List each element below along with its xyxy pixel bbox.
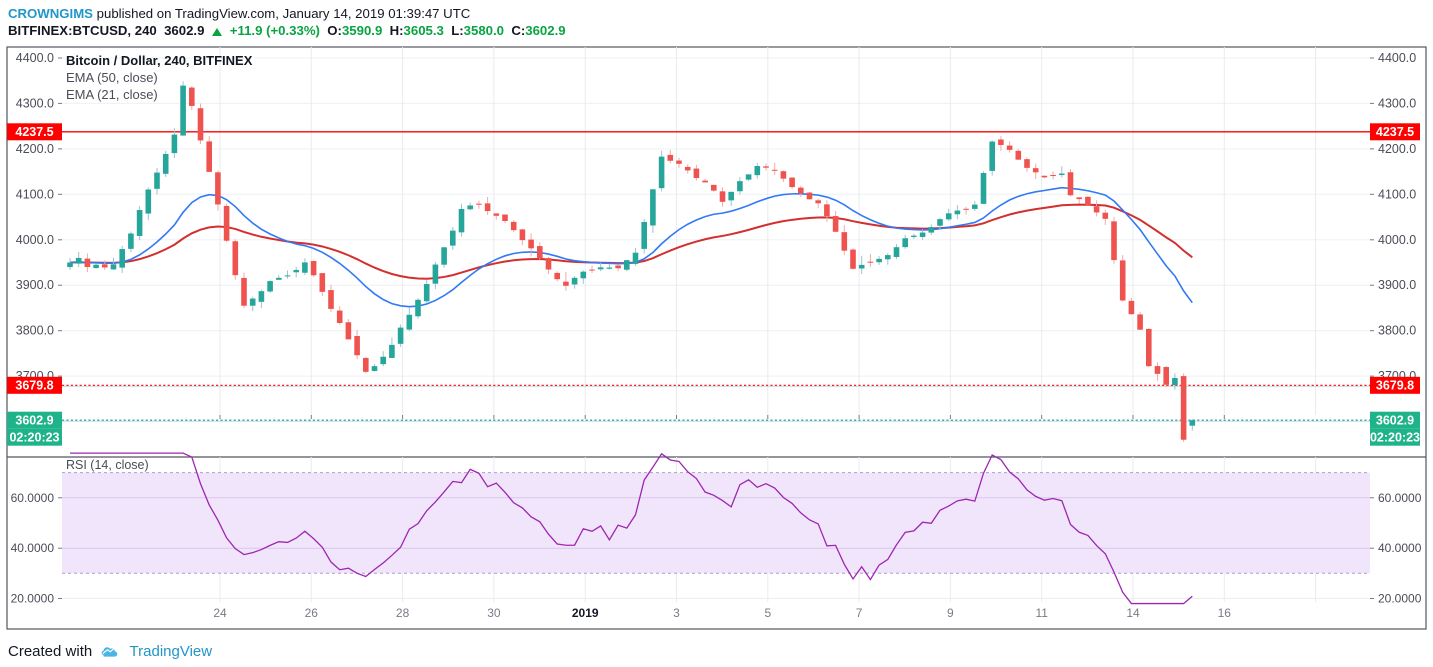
svg-text:3602.9: 3602.9 xyxy=(15,414,53,428)
svg-text:3900.0: 3900.0 xyxy=(1378,278,1416,292)
svg-text:7: 7 xyxy=(856,606,863,620)
svg-text:4000.0: 4000.0 xyxy=(1378,233,1416,247)
svg-text:Bitcoin / Dollar, 240, BITFINE: Bitcoin / Dollar, 240, BITFINEX xyxy=(66,53,253,68)
svg-text:4237.5: 4237.5 xyxy=(15,125,53,139)
svg-text:3602.9: 3602.9 xyxy=(1376,414,1414,428)
svg-text:4100.0: 4100.0 xyxy=(16,187,54,201)
svg-text:3900.0: 3900.0 xyxy=(16,278,54,292)
svg-text:60.0000: 60.0000 xyxy=(11,491,55,505)
svg-text:RSI (14, close): RSI (14, close) xyxy=(66,458,149,472)
svg-text:14: 14 xyxy=(1126,606,1140,620)
svg-text:3679.8: 3679.8 xyxy=(1376,379,1414,393)
svg-text:11: 11 xyxy=(1035,606,1048,620)
svg-text:9: 9 xyxy=(947,606,954,620)
svg-text:24: 24 xyxy=(213,606,227,620)
svg-text:4200.0: 4200.0 xyxy=(1378,142,1416,156)
svg-text:4400.0: 4400.0 xyxy=(1378,51,1416,65)
svg-text:60.0000: 60.0000 xyxy=(1378,491,1422,505)
svg-text:2019: 2019 xyxy=(572,606,599,620)
svg-text:4200.0: 4200.0 xyxy=(16,142,54,156)
svg-text:EMA (50, close): EMA (50, close) xyxy=(66,70,158,85)
svg-text:40.0000: 40.0000 xyxy=(1378,541,1422,555)
svg-text:02:20:23: 02:20:23 xyxy=(1370,431,1420,445)
svg-text:02:20:23: 02:20:23 xyxy=(9,431,59,445)
svg-text:26: 26 xyxy=(305,606,319,620)
svg-text:EMA (21, close): EMA (21, close) xyxy=(66,87,158,102)
svg-text:4300.0: 4300.0 xyxy=(1378,96,1416,110)
svg-text:4000.0: 4000.0 xyxy=(16,233,54,247)
svg-text:3800.0: 3800.0 xyxy=(1378,324,1416,338)
svg-text:20.0000: 20.0000 xyxy=(1378,592,1422,606)
svg-text:4300.0: 4300.0 xyxy=(16,96,54,110)
svg-text:5: 5 xyxy=(764,606,771,620)
svg-text:3800.0: 3800.0 xyxy=(16,324,54,338)
svg-text:4237.5: 4237.5 xyxy=(1376,125,1414,139)
svg-text:16: 16 xyxy=(1218,606,1232,620)
svg-text:4400.0: 4400.0 xyxy=(16,51,54,65)
svg-text:40.0000: 40.0000 xyxy=(11,541,55,555)
svg-text:20.0000: 20.0000 xyxy=(11,592,55,606)
svg-text:3: 3 xyxy=(673,606,680,620)
svg-text:28: 28 xyxy=(396,606,410,620)
svg-text:3679.8: 3679.8 xyxy=(15,379,53,393)
svg-text:30: 30 xyxy=(487,606,501,620)
svg-text:4100.0: 4100.0 xyxy=(1378,187,1416,201)
